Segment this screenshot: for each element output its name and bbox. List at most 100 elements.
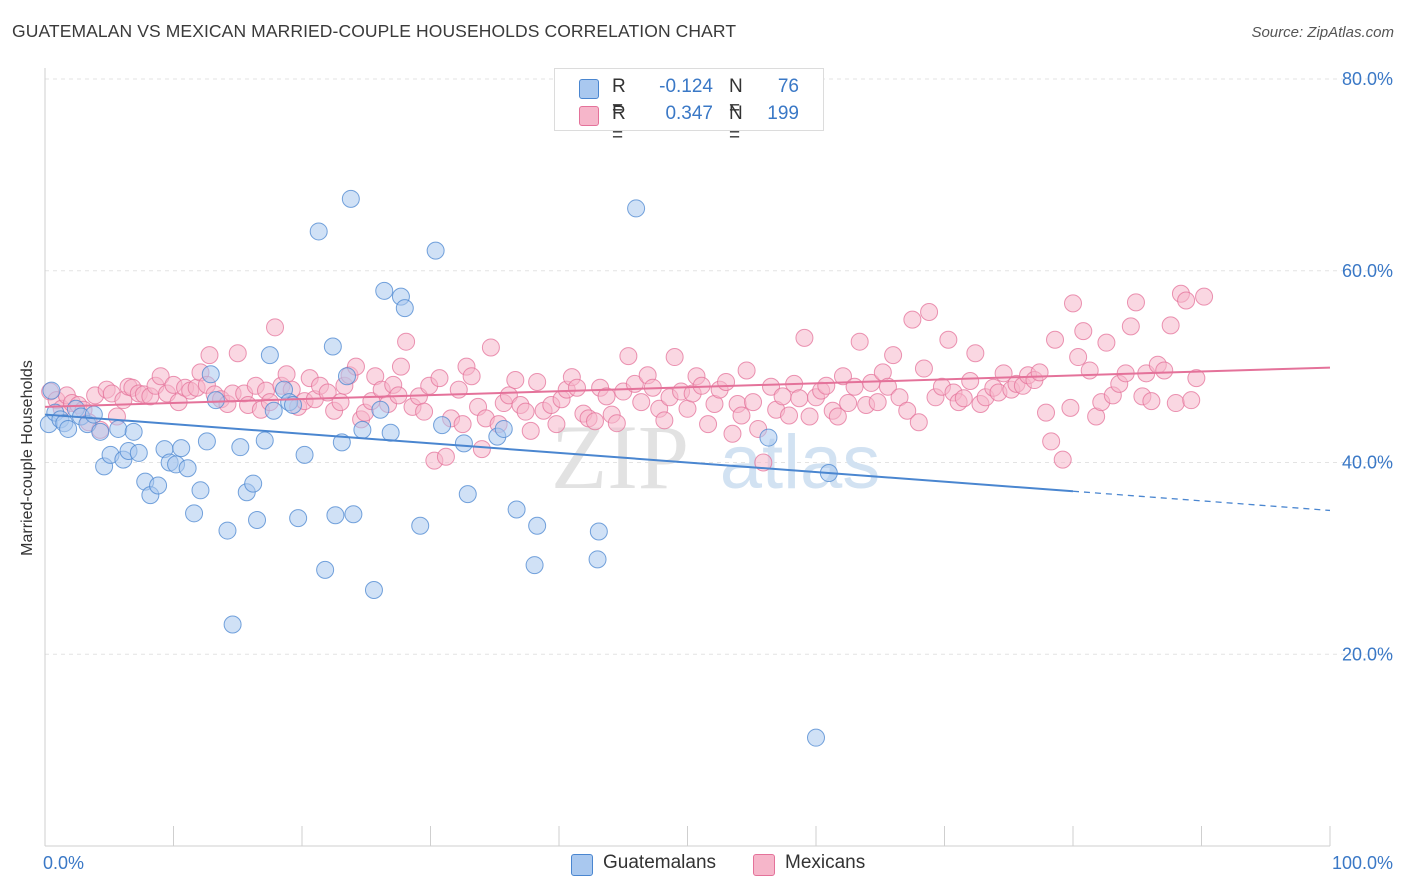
data-point [426,241,445,260]
data-point [454,434,473,453]
legend-label-guatemalans: Guatemalans [603,852,717,873]
data-point [506,371,525,390]
data-point [289,509,308,528]
data-point [200,346,219,365]
data-point [481,338,500,357]
source-label: Source: ZipAtlas.com [1251,24,1394,41]
data-point [655,411,674,430]
r-label: R = [612,76,626,119]
n-label: N = [729,76,743,119]
data-point [828,407,847,426]
data-point [499,386,518,405]
data-point [151,367,170,386]
r-value: -0.124 [659,76,713,97]
data-point [795,328,814,347]
data-point [833,367,852,386]
data-point [323,337,342,356]
r-label: R = [612,103,626,146]
data-point [966,344,985,363]
data-point [507,500,526,519]
tick-labels: 20.0% 40.0% 60.0% 80.0% 0.0% 100.0% [43,69,1393,873]
data-point [1046,330,1065,349]
data-point [717,372,736,391]
y-tick-label: 40.0% [1342,453,1393,473]
data-point [1069,348,1088,367]
data-point [1030,363,1049,382]
data-point [1177,291,1196,310]
data-point [1187,369,1206,388]
data-point [585,412,604,431]
data-point [462,367,481,386]
data-point [961,372,980,391]
data-point [790,389,809,408]
data-point [1195,287,1214,306]
data-point [699,415,718,434]
correlation-legend: R = -0.124 N = 76 R = 0.347 N = 199 [554,68,824,146]
data-point [516,402,535,421]
watermark-atlas: atlas [720,420,881,505]
data-point [260,346,279,365]
legend-swatch-mexicans [753,854,775,876]
data-point [665,348,684,367]
data-point [218,521,237,540]
data-point [1126,293,1145,312]
y-tick-label: 20.0% [1342,644,1393,664]
data-point [84,405,103,424]
data-point [332,433,351,452]
data-point [375,281,394,300]
data-point [472,440,491,459]
data-point [458,485,477,504]
x-tick-label: 0.0% [43,853,84,873]
data-point [1080,361,1099,380]
data-point [759,428,778,447]
data-point [277,365,296,384]
data-point [890,388,909,407]
data-point [1064,294,1082,313]
data-point [737,361,756,380]
data-point [754,453,773,472]
data-point [255,431,274,450]
data-point [353,420,372,439]
trend-line [44,413,1074,493]
data-point [525,556,544,575]
data-point [344,505,363,524]
trend-line [44,366,1331,408]
data-point [588,550,607,569]
data-point [494,419,513,438]
data-point [954,389,973,408]
data-point [850,332,869,351]
data-point [331,393,350,412]
data-point [1182,391,1201,410]
data-point [762,377,781,396]
data-point [1053,450,1072,469]
data-point [1161,316,1180,335]
data-point [172,439,191,458]
data-point [1155,361,1174,380]
data-point [191,481,210,500]
data-point [433,416,452,435]
data-point [326,506,345,525]
data-point [415,402,434,421]
data-point [295,445,314,464]
data-point [607,414,626,433]
data-point [732,406,751,425]
data-point [178,459,197,478]
data-point [528,372,547,391]
data-point [909,413,928,432]
data-point [449,380,468,399]
data-point [744,393,763,412]
data-point [430,369,449,388]
data-point [185,504,204,523]
chart-title: GUATEMALAN VS MEXICAN MARRIED-COUPLE HOU… [12,21,737,41]
series-legend: Guatemalans Mexicans [0,851,1406,877]
data-point [124,422,143,441]
data-point [248,511,267,530]
data-point [878,377,897,396]
data-point [632,393,651,412]
data-point [800,407,819,426]
data-point [309,222,328,241]
data-point [149,476,168,495]
data-point [395,299,414,318]
data-point [397,332,416,351]
